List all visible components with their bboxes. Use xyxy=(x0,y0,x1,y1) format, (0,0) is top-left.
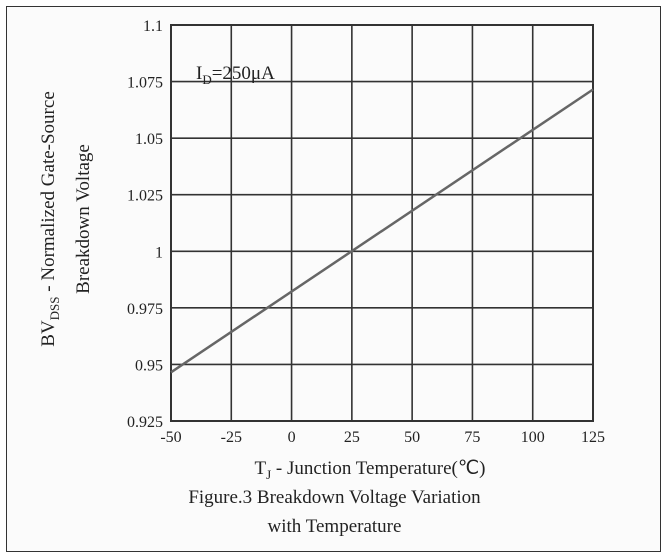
x-tick-label: 100 xyxy=(521,429,545,446)
y-axis-label-line2: Breakdown Voltage xyxy=(73,144,94,294)
grid xyxy=(170,24,594,422)
y-tick-label: 1.075 xyxy=(127,75,163,92)
x-tick-label: -50 xyxy=(160,429,181,446)
y-tick-label: 1 xyxy=(155,244,163,261)
y-tick-label: 1.05 xyxy=(135,131,163,148)
series-line xyxy=(170,88,594,374)
x-tick-label: 50 xyxy=(404,429,420,446)
figure-caption-line1: Figure.3 Breakdown Voltage Variation xyxy=(188,487,481,508)
x-ticks: -50 -25 0 25 50 75 100 125 xyxy=(160,429,605,446)
y-axis-label-line1: BVDSS - Normalized Gate-Source xyxy=(38,91,62,346)
x-axis-label: TJ - Junction Temperature(℃) xyxy=(254,458,485,482)
figure-frame xyxy=(6,6,661,552)
x-tick-label: -25 xyxy=(221,429,242,446)
annotation-id: ID=250μA xyxy=(196,63,275,87)
plot-border xyxy=(170,24,594,422)
x-tick-label: 0 xyxy=(288,429,296,446)
x-tick-label: 75 xyxy=(464,429,480,446)
figure-caption-line2: with Temperature xyxy=(267,516,402,537)
series-layer xyxy=(170,88,594,374)
x-tick-label: 125 xyxy=(581,429,605,446)
y-tick-label: 0.925 xyxy=(127,414,163,431)
y-tick-label: 1.025 xyxy=(127,188,163,205)
y-tick-label: 0.975 xyxy=(127,301,163,318)
y-tick-label: 0.95 xyxy=(135,357,163,374)
y-ticks: 0.925 0.95 0.975 1 1.025 1.05 1.075 1.1 xyxy=(127,18,163,431)
y-tick-label: 1.1 xyxy=(143,18,163,35)
x-tick-label: 25 xyxy=(344,429,360,446)
